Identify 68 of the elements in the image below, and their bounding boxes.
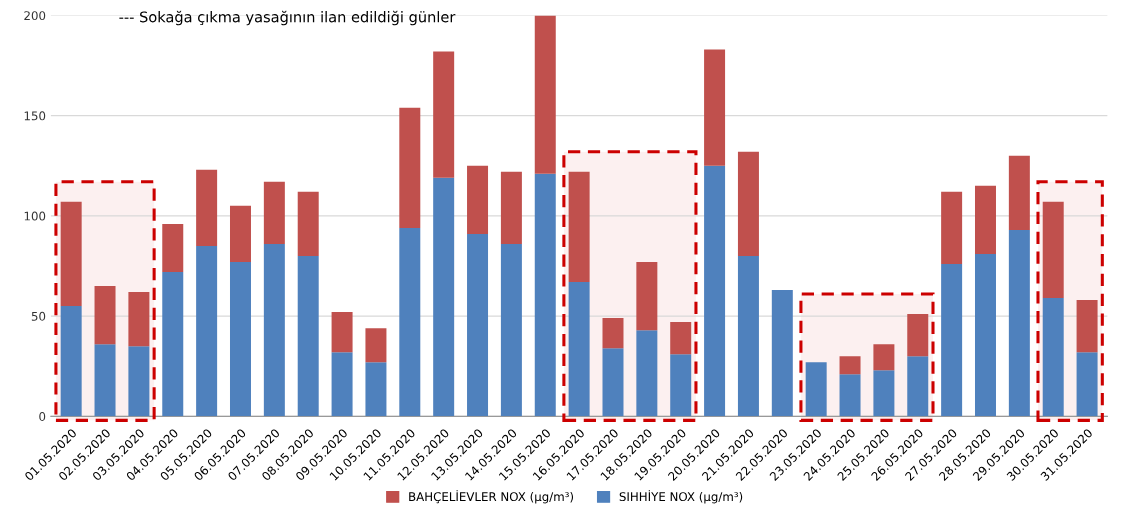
bar: [196, 245, 218, 417]
y-tick-label: 150: [24, 111, 46, 121]
bar: [1008, 229, 1030, 417]
bar: [602, 348, 624, 417]
bar: [467, 233, 489, 417]
bar: [1042, 201, 1064, 299]
bar: [941, 263, 963, 417]
bar: [602, 318, 624, 349]
bar: [263, 243, 285, 417]
bar: [907, 314, 929, 357]
legend-label: BAHÇELİEVLER NOX (µg/m³): [409, 490, 574, 504]
bar: [941, 191, 963, 264]
bar: [196, 169, 218, 246]
bar: [873, 370, 895, 417]
bar: [636, 330, 658, 417]
bar: [907, 356, 929, 417]
bar: [636, 261, 658, 331]
bar: [365, 328, 387, 363]
bar: [399, 107, 421, 228]
bar: [737, 255, 759, 417]
bar: [974, 185, 996, 254]
bar: [500, 171, 522, 244]
bar: [365, 362, 387, 417]
bar: [263, 181, 285, 244]
bar: [229, 205, 251, 262]
bar: [873, 344, 895, 371]
bar: [60, 201, 82, 307]
bar: [670, 322, 692, 355]
bar: [433, 51, 455, 178]
bar: [500, 243, 522, 417]
bar: [229, 261, 251, 417]
bar: [704, 165, 726, 417]
bar: [297, 191, 319, 256]
y-tick-label: 50: [31, 311, 46, 321]
bar: [128, 346, 150, 417]
bar: [737, 151, 759, 256]
bar: [771, 290, 793, 417]
bar: [297, 255, 319, 417]
bar: [399, 227, 421, 417]
bar: [94, 344, 116, 417]
bar: [839, 356, 861, 375]
y-tick-label: 100: [24, 211, 46, 221]
bar: [162, 223, 184, 273]
bar: [162, 272, 184, 417]
bar: [433, 177, 455, 417]
bar: [568, 171, 590, 283]
bar: [1042, 298, 1064, 417]
bar: [805, 362, 827, 417]
bar: [534, 173, 556, 417]
bar: [839, 374, 861, 417]
legend-label: SIHHİYE NOX (µg/m³): [619, 490, 743, 504]
bar: [704, 49, 726, 166]
bar: [534, 15, 556, 174]
bar: [331, 312, 353, 353]
bar: [1076, 300, 1098, 353]
bar: [94, 286, 116, 345]
bar: [974, 253, 996, 417]
y-tick-label: 0: [39, 412, 46, 421]
bar: [568, 282, 590, 417]
bar: [670, 354, 692, 417]
bar: [1008, 155, 1030, 230]
y-tick-label: 200: [24, 11, 46, 21]
bar: [60, 306, 82, 417]
bar: [128, 292, 150, 347]
bar: [467, 165, 489, 234]
annotation: --- Sokağa çıkma yasağının ilan edildiği günler: [119, 10, 456, 26]
bar: [1076, 352, 1098, 417]
bar: [331, 352, 353, 417]
